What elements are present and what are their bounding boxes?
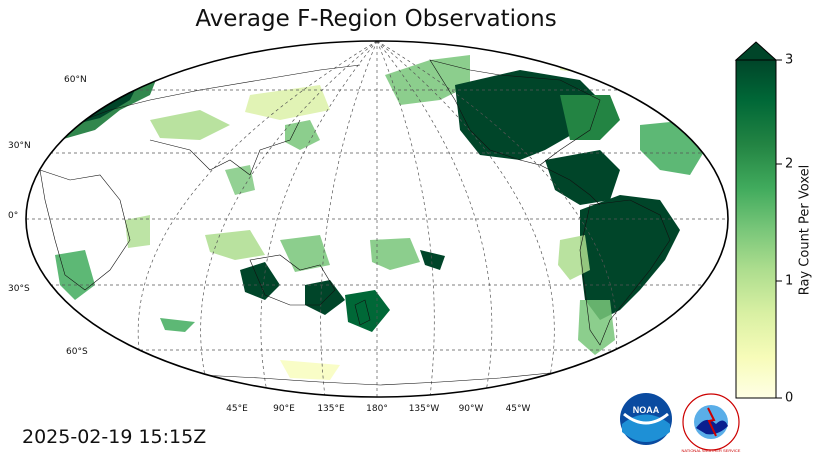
blob-pacific-w (280, 235, 330, 272)
ray-count-overlay (48, 50, 705, 380)
blob-japan (285, 120, 320, 150)
blob-africa-w (125, 215, 150, 248)
lon-label-45w: 45°W (505, 404, 531, 414)
blob-seasia (225, 165, 255, 195)
colorbar-tick-0: 0 (785, 390, 794, 406)
noaa-logo-text: NOAA (633, 405, 660, 415)
blob-med (150, 110, 230, 140)
blob-sa-south (578, 300, 615, 355)
lat-label-0: 0° (8, 211, 19, 221)
lon-label-45e: 45°E (226, 404, 248, 414)
colorbar-tick-2: 2 (785, 156, 794, 172)
globe-outline (25, 40, 729, 398)
colorbar-tick-1: 1 (785, 273, 794, 289)
blob-asia-n (245, 85, 330, 120)
lon-label-90w: 90°W (458, 404, 484, 414)
lat-label-30s: 30°S (8, 284, 30, 294)
lat-label-30n: 30°N (8, 141, 31, 151)
blob-europe (48, 62, 160, 140)
blob-north-america (455, 70, 600, 160)
blob-africa-s (55, 250, 95, 300)
noaa-logo: NOAA (620, 393, 672, 445)
blob-indian (205, 230, 265, 260)
lon-label-90e: 90°E (273, 404, 295, 414)
blob-south-polar (280, 360, 340, 380)
lon-label-180: 180° (366, 404, 388, 414)
blob-south-america (580, 195, 680, 320)
lat-label-60n: 60°N (64, 75, 87, 85)
blob-na-east (560, 95, 620, 140)
nws-logo-text: NATIONAL WEATHER SERVICE (682, 448, 741, 453)
colorbar (734, 41, 782, 399)
lat-label-60s: 60°S (66, 347, 88, 357)
blob-australia-e (305, 280, 345, 315)
blob-southern (160, 318, 195, 332)
timestamp: 2025-02-19 15:15Z (22, 426, 207, 448)
blob-pacific-e (420, 250, 445, 270)
blob-alaska (385, 55, 470, 105)
colorbar-label: Ray Count Per Voxel (797, 164, 813, 296)
lon-label-135w: 135°W (408, 404, 440, 414)
blob-atlantic-n (640, 120, 705, 175)
nws-logo: NATIONAL WEATHER SERVICE (682, 393, 741, 453)
lon-label-135e: 135°E (317, 404, 345, 414)
blob-sa-west (558, 235, 590, 280)
map-title: Average F-Region Observations (195, 6, 557, 32)
blob-central-america (545, 150, 620, 205)
blob-pacific-c (370, 238, 420, 270)
colorbar-tick-3: 3 (785, 52, 794, 68)
blob-australia-w (240, 262, 280, 300)
